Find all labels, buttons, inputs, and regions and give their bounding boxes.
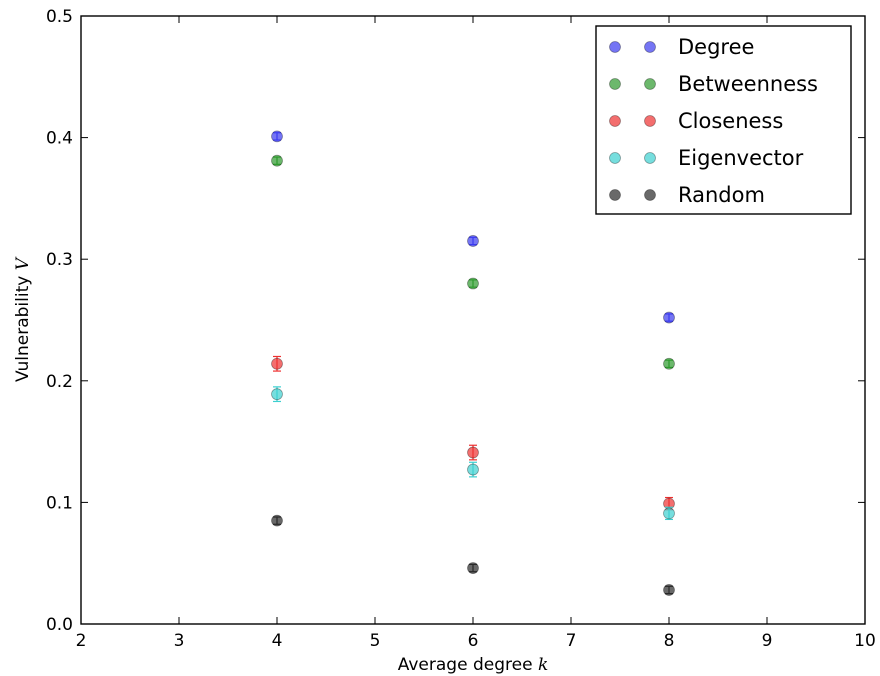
legend-label: Closeness [678,109,783,133]
data-point [663,584,675,596]
legend-entry-random: Random [609,183,765,207]
legend-entry-closeness: Closeness [609,109,783,133]
data-point [467,277,479,290]
data-point [663,357,675,370]
legend-marker [609,78,621,90]
x-tick-label: 2 [76,631,87,651]
legend-entry-degree: Degree [609,35,754,59]
data-point [663,507,675,520]
legend-entries: Degree Betweenness Closeness Eigenvector Ran… [609,35,818,207]
legend-marker [609,152,621,164]
y-tick-label: 0.4 [46,129,73,149]
legend-box [595,25,852,215]
legend-label: Eigenvector [678,146,804,170]
data-marks [271,130,675,596]
y-axis-label-symbol: V [13,256,33,270]
plot-frame [80,15,866,625]
series-degree [271,130,675,324]
legend-marker [609,115,621,127]
series-random [271,514,675,596]
legend-label: Random [678,183,765,207]
y-tick-label: 0.0 [46,615,73,635]
legend-marker [644,41,656,53]
legend-marker [644,78,656,90]
data-point [467,235,479,247]
data-point [271,388,283,401]
y-tick-label: 0.3 [46,250,73,270]
x-tick-label: 4 [272,631,283,651]
y-axis-label-text: Vulnerability [13,276,33,382]
legend-label: Betweenness [678,72,818,96]
legend-marker [609,41,621,53]
tick-labels: 2 3 4 5 6 7 8 9 10 0.0 0.1 0.2 0.3 0.4 0.5 [46,7,876,651]
legend-marker [644,189,656,201]
x-axis-label-symbol: k [538,655,548,675]
y-tick-label: 0.2 [46,372,73,392]
data-point [467,463,479,476]
data-point [467,446,479,459]
data-point [271,154,283,167]
x-tick-label: 5 [370,631,381,651]
legend-entry-eigenvector: Eigenvector [609,146,804,170]
x-tick-label: 10 [854,631,876,651]
y-axis-label: Vulnerability V [13,256,33,382]
legend-marker [644,152,656,164]
series-eigenvector [271,386,675,521]
data-point [271,357,283,370]
legend-marker [644,115,656,127]
x-tick-label: 8 [664,631,675,651]
x-axis-label-text: Average degree [398,655,533,675]
y-tick-label: 0.1 [46,493,73,513]
data-point [271,514,283,527]
legend-entry-betweenness: Betweenness [609,72,818,96]
series-closeness [271,355,675,511]
series-betweenness [271,154,675,370]
legend-label: Degree [678,35,754,59]
x-tick-label: 3 [174,631,185,651]
legend-marker [609,189,621,201]
legend: Degree Betweenness Closeness Eigenvector Ran… [595,25,852,215]
data-point [663,311,675,324]
x-tick-label: 6 [468,631,479,651]
x-tick-label: 7 [566,631,577,651]
x-tick-label: 9 [762,631,773,651]
x-axis-label: Average degree k [398,655,549,675]
y-tick-label: 0.5 [46,7,73,27]
data-point [467,562,479,574]
data-point [271,130,283,143]
